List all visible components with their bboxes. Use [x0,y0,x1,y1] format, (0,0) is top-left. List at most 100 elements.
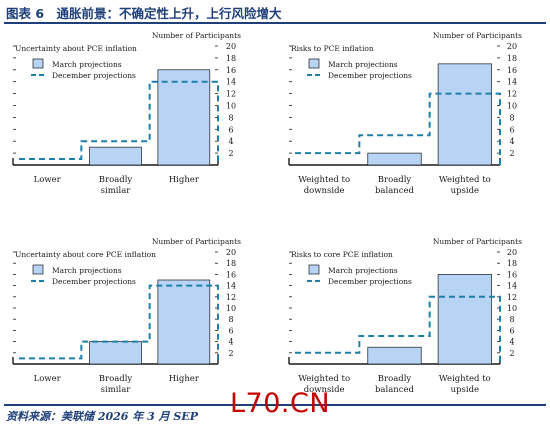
december-step-line [295,92,501,165]
y-tick-label: 6 [228,326,233,335]
chart-panel-3: Number of Participants Uncertainty about … [12,237,241,395]
y-axis-label: Number of Participants [152,31,241,40]
legend-december-label: December projections [52,71,136,80]
y-tick-label: 6 [228,125,233,134]
chart-title: Uncertainty about PCE inflation [15,44,137,53]
category-label-3: Higher [169,374,200,384]
y-tick-label: 20 [226,248,236,257]
y-axis-label: Number of Participants [433,237,522,246]
category-label-2: Broadly [378,175,412,185]
march-bar-3 [437,63,492,166]
december-step-line [19,80,219,165]
y-tick-label: 10 [507,102,517,111]
category-label-1: downside [304,186,345,196]
y-tick-label: 14 [226,78,236,87]
category-label-2: balanced [375,385,415,395]
category-label-2: Broadly [99,175,133,185]
legend-march-label: March projections [52,266,122,275]
category-label-1: Lower [34,175,62,185]
y-tick-label: 12 [507,293,517,302]
y-tick-label: 12 [507,90,517,99]
y-tick-label: 10 [507,304,517,313]
category-label-1: downside [304,385,345,395]
march-bar-3 [157,279,211,365]
y-tick-label: 14 [507,282,517,291]
march-bar-2 [89,341,142,365]
march-bar-2 [367,346,422,365]
march-bar-3 [157,69,211,166]
legend-march-swatch [308,264,320,275]
category-label-2: balanced [375,186,415,196]
y-tick-label: 18 [226,259,236,268]
y-tick-label: 2 [228,149,233,158]
top-divider [4,22,546,24]
y-tick-label: 4 [228,338,233,347]
y-tick-label: 2 [509,349,514,358]
y-tick-label: 6 [509,326,514,335]
y-tick-label: 20 [507,42,517,51]
y-axis-label: Number of Participants [152,237,241,246]
legend-march-swatch [32,264,44,275]
y-tick-label: 12 [226,293,236,302]
y-tick-label: 4 [509,338,514,347]
y-tick-label: 4 [509,137,514,146]
category-label-2: similar [101,186,132,196]
y-tick-label: 16 [507,66,517,75]
y-axis-label: Number of Participants [433,31,522,40]
y-tick-label: 14 [507,78,517,87]
category-label-2: Broadly [378,374,412,384]
source-note: 资料来源：美联储 2026 年 3 月 SEP [6,410,199,423]
watermark: L70.CN [230,388,331,419]
category-label-3: Higher [169,175,200,185]
chart-panel-1: Number of Participants Uncertainty about … [12,31,241,196]
december-step-line [19,284,219,364]
y-tick-label: 20 [226,42,236,51]
y-tick-label: 8 [228,113,233,122]
y-tick-label: 10 [226,304,236,313]
chart-title: Uncertainty about core PCE inflation [15,250,156,259]
category-label-3: Weighted to [439,374,491,384]
category-label-2: Broadly [99,374,133,384]
y-tick-label: 18 [507,259,517,268]
y-tick-label: 16 [226,270,236,279]
category-label-1: Weighted to [298,374,350,384]
y-tick-label: 4 [228,137,233,146]
chart-title: Risks to PCE inflation [291,44,374,53]
march-bar-2 [367,152,422,166]
y-tick-label: 10 [226,102,236,111]
y-tick-label: 6 [509,125,514,134]
legend-december-label: December projections [328,277,412,286]
category-label-3: upside [451,385,479,395]
figure-title: 图表 6 通胀前景：不确定性上升，上行风险增大 [6,6,282,21]
december-step-line [295,295,501,364]
legend-march-swatch [308,58,320,69]
y-tick-label: 16 [507,270,517,279]
legend-december-label: December projections [328,71,412,80]
y-tick-label: 12 [226,90,236,99]
chart-panel-4: Number of Participants Risks to core PCE … [288,237,522,395]
category-label-1: Lower [34,374,62,384]
category-label-3: Weighted to [439,175,491,185]
y-tick-label: 2 [509,149,514,158]
y-tick-label: 18 [507,54,517,63]
chart-title: Risks to core PCE inflation [291,250,393,259]
legend-december-label: December projections [52,277,136,286]
legend-march-label: March projections [328,60,398,69]
bottom-divider [4,404,546,406]
legend-march-swatch [32,58,44,69]
y-tick-label: 18 [226,54,236,63]
legend-march-label: March projections [328,266,398,275]
y-tick-label: 16 [226,66,236,75]
march-bar-3 [437,274,492,365]
chart-panel-2: Number of Participants Risks to PCE infla… [288,31,522,196]
y-tick-label: 20 [507,248,517,257]
category-label-1: Weighted to [298,175,350,185]
y-tick-label: 8 [509,113,514,122]
y-tick-label: 8 [509,315,514,324]
y-tick-label: 14 [226,282,236,291]
category-label-2: similar [101,385,132,395]
y-tick-label: 2 [228,349,233,358]
legend-march-label: March projections [52,60,122,69]
category-label-3: upside [451,186,479,196]
